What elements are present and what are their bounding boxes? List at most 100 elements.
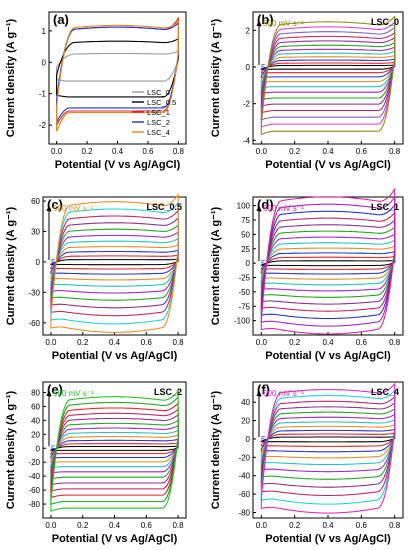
panel-label: (c) — [47, 197, 63, 212]
panel-d: (d) 0.0 0.2 0.4 0.6 0.8 -100 -75 -50 -25 0 25 50 75 10… — [210, 187, 404, 362]
x-tick-label: 0.0 — [51, 147, 63, 156]
y-tick-label: 60 — [31, 197, 40, 206]
y-tick-label: -1 — [39, 90, 47, 99]
panel-e: (e) 0.0 0.2 0.4 0.6 0.8 -80 -60 -40 -20 0 20 40 60 80 P… — [5, 381, 187, 545]
cv-loop — [260, 255, 396, 270]
y-tick-label: -50 — [238, 288, 250, 297]
x-tick-label: 0.4 — [109, 521, 121, 530]
y-tick-label: 20 — [241, 417, 250, 426]
arrow-head — [256, 20, 262, 26]
plot-frame — [42, 196, 187, 336]
x-tick-label: 0.0 — [256, 338, 268, 347]
y-tick-label: -30 — [28, 288, 40, 297]
y-tick-label: -60 — [238, 490, 250, 499]
y-tick-label: 0 — [36, 258, 41, 267]
y-tick-label: -100 — [234, 317, 251, 326]
panel-b: (b) 0.0 0.2 0.4 0.6 0.8 -4 -2 0 2 Potential (V vs … — [210, 11, 404, 171]
x-axis-label: Potential (V vs Ag/AgCl) — [265, 533, 391, 545]
sample-name: LSC_0 — [371, 17, 399, 27]
x-axis-label: Potential (V vs Ag/AgCl) — [52, 533, 178, 545]
arrow-head — [46, 205, 52, 211]
y-tick-label: -40 — [238, 472, 250, 481]
x-tick-label: 0.2 — [77, 521, 89, 530]
y-tick-label: -80 — [28, 500, 40, 509]
cv-loop — [50, 445, 179, 452]
x-tick-label: 0.6 — [141, 521, 153, 530]
scan-rate-label: 500 mV s⁻¹ — [263, 204, 304, 213]
x-tick-label: 0.4 — [322, 147, 334, 156]
y-tick-label: -40 — [28, 472, 40, 481]
panel-label: (a) — [53, 12, 69, 27]
y-tick-label: 75 — [241, 216, 250, 225]
arrow-head — [256, 390, 262, 396]
panel-label: (b) — [257, 12, 274, 27]
x-tick-label: 0.2 — [81, 147, 93, 156]
y-tick-label: 1 — [42, 27, 47, 36]
y-tick-label: 0 — [246, 435, 251, 444]
start-rate-label: 5 — [51, 444, 56, 453]
y-tick-label: -20 — [238, 453, 250, 462]
legend-label: LSC_4 — [147, 128, 170, 137]
x-tick-label: 0.8 — [389, 147, 401, 156]
cv-loop — [260, 15, 396, 136]
start-rate-label: 5 — [261, 63, 266, 72]
y-tick-label: 30 — [31, 228, 40, 237]
y-tick-label: 80 — [31, 388, 40, 397]
x-tick-label: 0.6 — [356, 147, 368, 156]
y-tick-label: -4 — [243, 136, 251, 145]
y-tick-label: -2 — [39, 121, 47, 130]
panel-f: (f)0.0 0.2 0.4 0.6 0.8-80-60-40-2002040Poten… — [210, 381, 404, 545]
y-axis-label: Current density (A g⁻¹) — [5, 390, 17, 509]
cv-loop — [50, 258, 179, 266]
x-tick-label: 0.2 — [289, 338, 301, 347]
scan-rate-label: 500 mV s⁻¹ — [53, 204, 94, 213]
scan-rate-label: 500 mV s⁻¹ — [53, 389, 94, 398]
scan-rate-label: 500 mV s⁻¹ — [263, 389, 304, 398]
x-tick-label: 0.8 — [389, 338, 401, 347]
legend-label: LSC_0.5 — [147, 98, 176, 107]
y-tick-label: 0 — [36, 444, 41, 453]
cv-loop — [260, 382, 396, 514]
start-rate-label: 5 — [51, 258, 56, 267]
y-tick-label: -80 — [238, 508, 250, 517]
y-tick-label: -20 — [28, 458, 40, 467]
start-rate-label: 5 — [261, 259, 266, 268]
panel-label: (e) — [47, 382, 63, 397]
scan-rate-label: 500 mV s⁻¹ — [263, 19, 304, 28]
x-tick-label: 0.6 — [142, 147, 154, 156]
plot-frame — [48, 11, 187, 145]
y-axis-label: Current density (A g⁻¹) — [5, 206, 17, 325]
x-tick-label: 0.0 — [256, 521, 268, 530]
arrow-head — [46, 390, 52, 396]
legend-label: LSC_0 — [147, 88, 170, 97]
y-tick-label: 60 — [31, 402, 40, 411]
y-tick-label: 100 — [237, 202, 251, 211]
y-axis-label: Current density (A g⁻¹) — [210, 18, 222, 137]
x-axis-label: Potential (V vs Ag/AgCl) — [52, 350, 178, 362]
start-rate-label: 5 — [261, 435, 266, 444]
y-tick-label: -75 — [238, 302, 250, 311]
y-axis-label: Current density (A g⁻¹) — [210, 390, 222, 509]
x-tick-label: 0.6 — [356, 338, 368, 347]
cv-loop — [50, 389, 179, 512]
sample-name: LSC_2 — [154, 387, 182, 397]
legend-label: LSC_2 — [147, 118, 170, 127]
y-tick-label: 25 — [241, 245, 250, 254]
panel-a: (a) 0.0 0.2 0.4 0.6 0.8 -2 -1 0 1 Potential (V vs … — [5, 11, 187, 171]
panel-label: (d) — [257, 197, 274, 212]
y-tick-label: -60 — [28, 486, 40, 495]
x-tick-label: 0.8 — [389, 521, 401, 530]
x-tick-label: 0.0 — [45, 521, 57, 530]
y-axis-label: Current density (A g⁻¹) — [5, 18, 17, 137]
x-tick-label: 0.6 — [141, 338, 153, 347]
arrow-head — [256, 205, 262, 211]
cv-loop-LSC_0.5 — [56, 37, 179, 98]
cv-loop — [260, 259, 396, 267]
x-tick-label: 0.4 — [322, 521, 334, 530]
y-tick-label: 0 — [246, 63, 251, 72]
x-tick-label: 0.4 — [109, 338, 121, 347]
x-tick-label: 0.8 — [172, 521, 184, 530]
x-tick-label: 0.0 — [256, 147, 268, 156]
x-tick-label: 0.6 — [356, 521, 368, 530]
